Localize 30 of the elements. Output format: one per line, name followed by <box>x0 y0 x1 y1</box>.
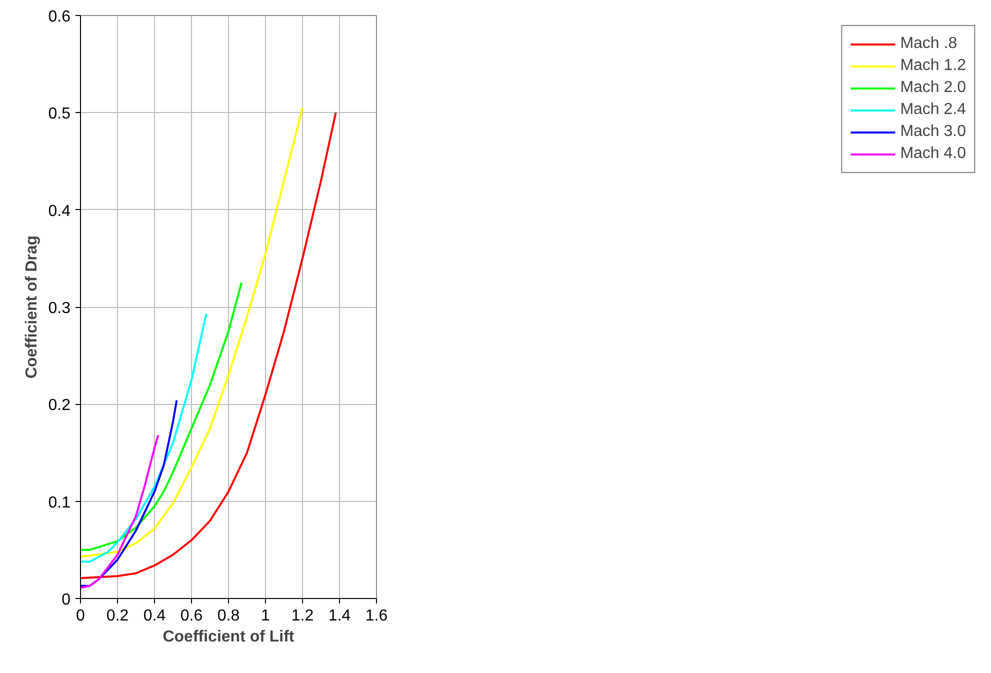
y-tick-label: 0.5 <box>48 106 71 123</box>
x-axis-title: Coefficient of Lift <box>162 628 295 646</box>
x-tick-label: 0.6 <box>180 608 203 624</box>
x-tick-label: 1 <box>261 608 270 624</box>
legend-label: Mach 1.2 <box>900 57 966 75</box>
x-tick-label: 1.6 <box>365 608 388 624</box>
line-series <box>80 399 178 587</box>
x-tick-label: 1.4 <box>328 608 351 624</box>
x-tick-label: 0.8 <box>217 608 240 624</box>
y-tick-label: 0.6 <box>48 8 71 26</box>
x-tick-label: 0.4 <box>143 608 166 624</box>
x-tick-label: 0 <box>76 608 86 624</box>
legend-label: Mach 4.0 <box>900 145 966 163</box>
line-series <box>80 434 160 589</box>
y-axis-title: Coefficient of Drag <box>23 235 40 379</box>
legend-label: Mach 2.4 <box>900 101 966 119</box>
line-series <box>80 312 208 563</box>
legend-label: Mach 2.0 <box>900 79 966 97</box>
y-tick-label: 0.4 <box>48 202 71 220</box>
line-series <box>80 106 304 558</box>
legend-label: Mach 3.0 <box>900 123 966 141</box>
y-tick-label: 0.2 <box>48 397 71 414</box>
line-series <box>80 112 337 580</box>
y-tick-label: 0 <box>62 592 71 608</box>
line-series <box>80 282 242 551</box>
x-tick-label: 1.2 <box>291 608 314 624</box>
y-tick-label: 0.3 <box>48 300 71 317</box>
legend-label: Mach .8 <box>900 35 958 53</box>
x-tick-label: 0.2 <box>106 608 129 624</box>
y-tick-label: 0.1 <box>48 494 71 512</box>
